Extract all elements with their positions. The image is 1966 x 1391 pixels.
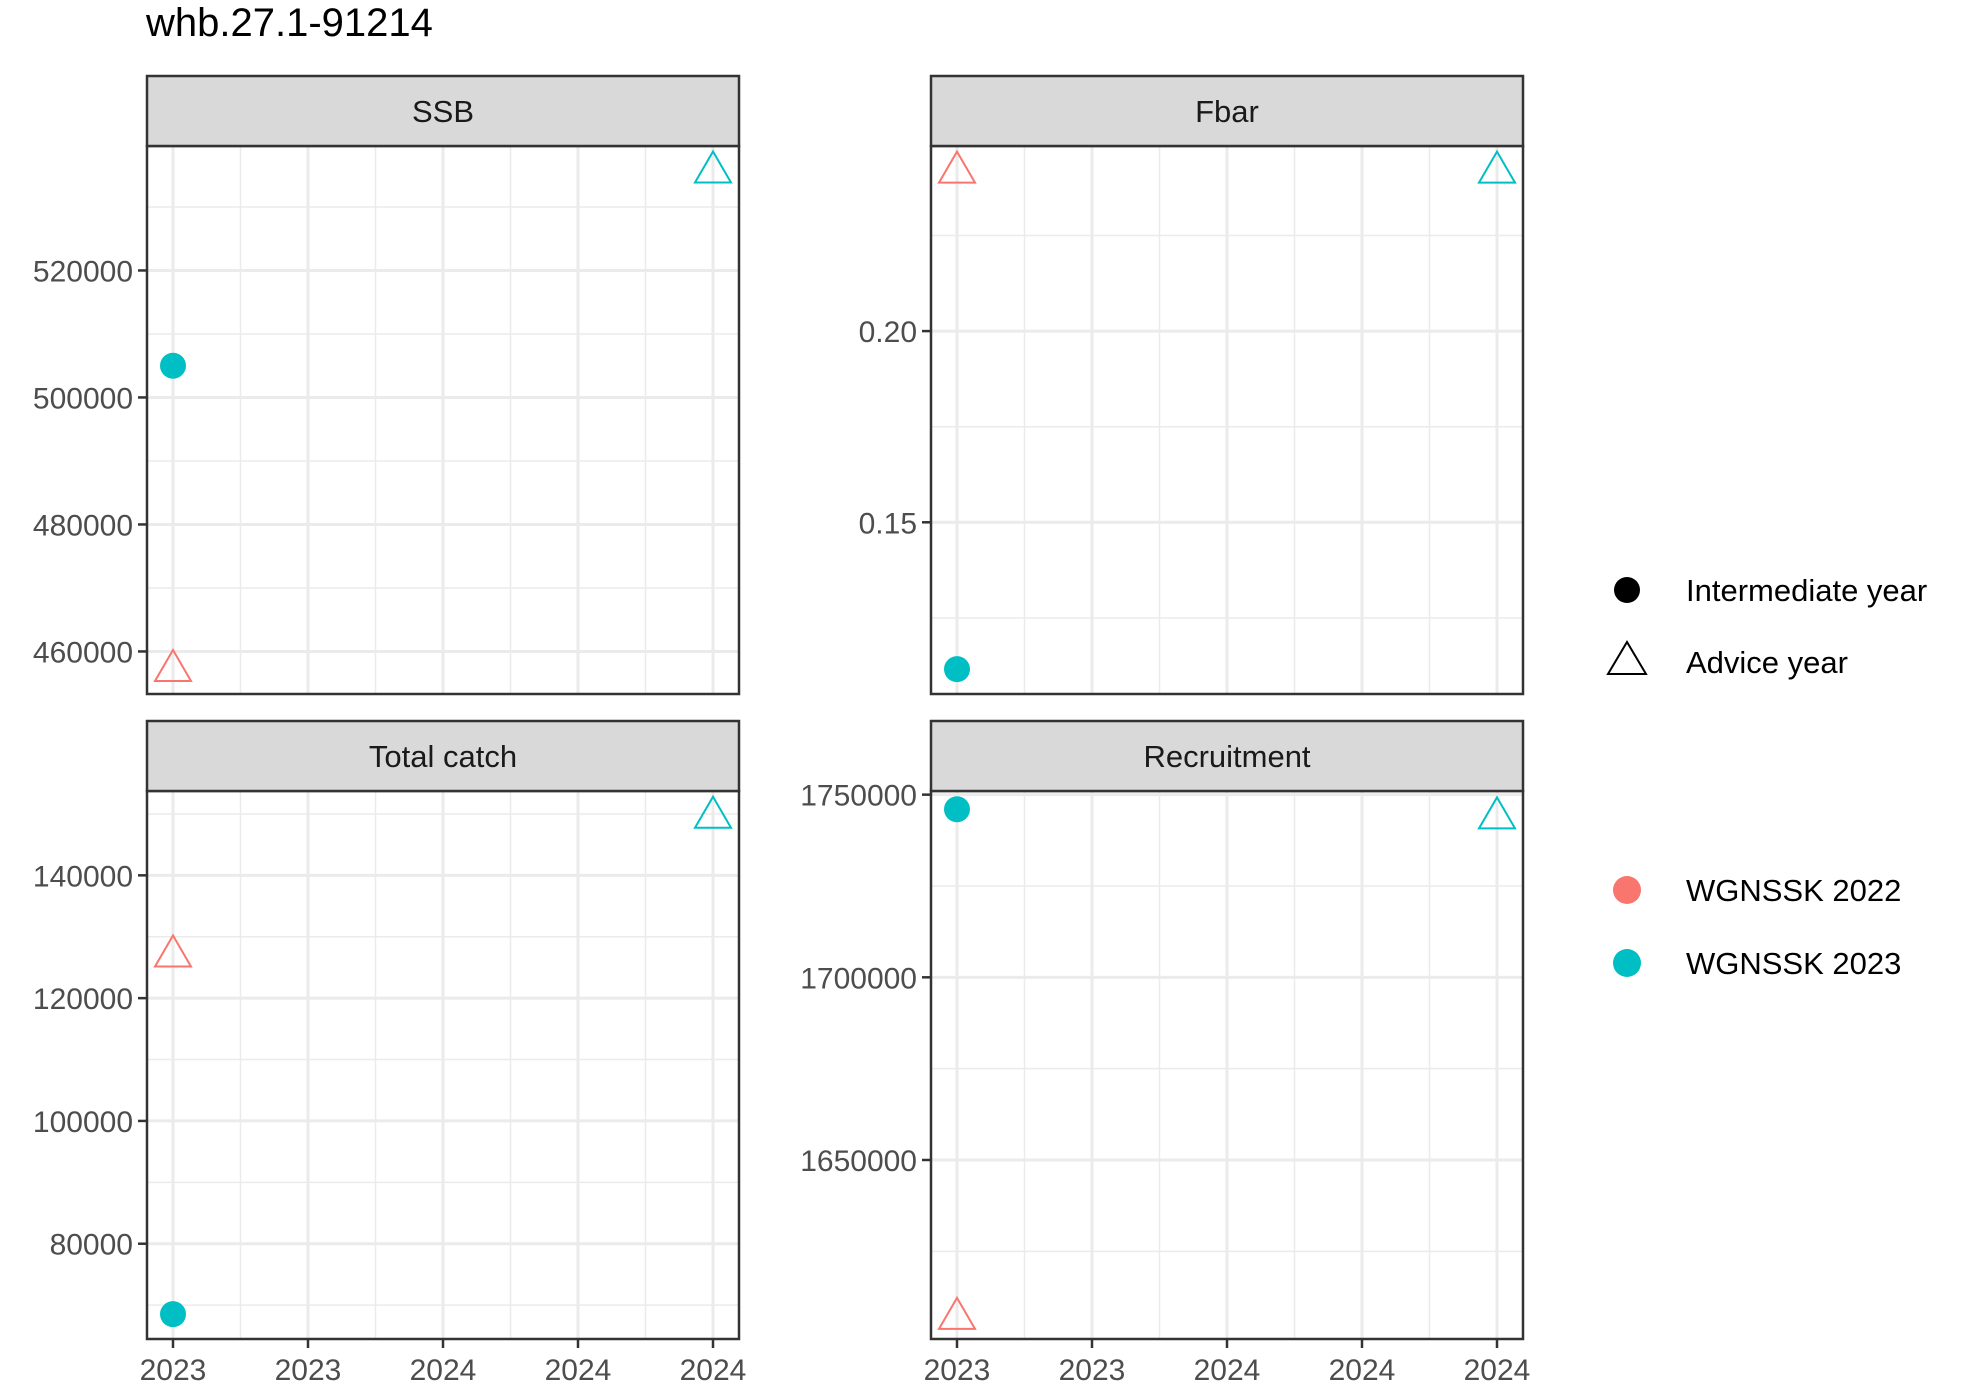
legend-label: Intermediate year: [1686, 573, 1927, 608]
y-tick-label: 460000: [33, 636, 133, 669]
filled-circle-icon: [1614, 577, 1640, 603]
x-tick-label: 2023: [275, 1354, 342, 1387]
y-tick-label: 480000: [33, 509, 133, 542]
grid: [931, 791, 1523, 1339]
y-tick-label: 1750000: [800, 780, 917, 813]
point-wgnssk-2023-advice-year: [693, 149, 733, 184]
y-tick-label: 500000: [33, 382, 133, 415]
x-axis: 2023 2023 2024 2024 2024: [924, 1339, 1531, 1387]
strip-background: [929, 74, 1525, 148]
point-wgnssk-2023-intermediate-year: [944, 656, 970, 683]
x-axis: 2023 2023 2024 2024 2024: [140, 1339, 747, 1387]
panel-fbar: Fbar 0.15 0.20: [859, 74, 1525, 696]
y-tick-label: 1700000: [800, 962, 917, 995]
grid: [931, 146, 1523, 694]
x-tick-label: 2024: [545, 1354, 612, 1387]
x-tick-label: 2024: [680, 1354, 747, 1387]
open-triangle-icon: [1606, 640, 1648, 675]
point-wgnssk-2022-advice-year: [937, 1295, 977, 1330]
x-tick-label: 2023: [924, 1354, 991, 1387]
grid: [147, 146, 739, 694]
legend-item-wgnssk-2022: WGNSSK 2022: [1613, 873, 1901, 908]
strip-label: SSB: [412, 94, 474, 129]
color-swatch-icon: [1613, 949, 1641, 977]
y-tick-label: 0.20: [859, 316, 917, 349]
point-wgnssk-2023-intermediate-year: [944, 796, 970, 823]
data-points: [937, 795, 1517, 1330]
point-wgnssk-2023-advice-year: [1477, 795, 1517, 830]
strip-background: [929, 719, 1525, 793]
legend-color: WGNSSK 2022 WGNSSK 2023: [1613, 873, 1901, 981]
y-axis: 80000 100000 120000 140000: [33, 860, 147, 1262]
legend-label: Advice year: [1686, 645, 1848, 680]
x-tick-label: 2024: [1329, 1354, 1396, 1387]
x-tick-label: 2023: [1059, 1354, 1126, 1387]
point-wgnssk-2022-advice-year: [153, 648, 193, 683]
x-tick-label: 2024: [410, 1354, 477, 1387]
data-points: [153, 149, 733, 683]
strip-label: Recruitment: [1143, 739, 1310, 774]
color-swatch-icon: [1613, 876, 1641, 904]
y-tick-label: 1650000: [800, 1145, 917, 1178]
x-tick-label: 2024: [1194, 1354, 1261, 1387]
y-tick-label: 80000: [50, 1229, 133, 1262]
y-axis: 460000 480000 500000 520000: [33, 255, 147, 669]
legend-shape: Intermediate year Advice year: [1606, 573, 1927, 680]
y-axis: 1650000 1700000 1750000: [800, 780, 931, 1178]
point-wgnssk-2022-advice-year: [937, 149, 977, 184]
legend-item-intermediate-year: Intermediate year: [1614, 573, 1927, 608]
point-wgnssk-2022-advice-year: [153, 933, 193, 968]
y-tick-label: 520000: [33, 255, 133, 288]
point-wgnssk-2023-intermediate-year: [160, 1301, 186, 1328]
y-tick-label: 140000: [33, 860, 133, 893]
data-points: [937, 149, 1517, 683]
strip-background: [145, 719, 741, 793]
x-tick-label: 2024: [1464, 1354, 1531, 1387]
figure-title: whb.27.1-91214: [145, 1, 433, 45]
y-axis: 0.15 0.20: [859, 316, 931, 540]
x-tick-label: 2023: [140, 1354, 207, 1387]
point-wgnssk-2023-advice-year: [693, 794, 733, 829]
strip-label: Total catch: [369, 739, 517, 774]
strip-background: [145, 74, 741, 148]
y-tick-label: 120000: [33, 983, 133, 1016]
y-tick-label: 0.15: [859, 507, 917, 540]
legend-label: WGNSSK 2023: [1686, 946, 1901, 981]
data-points: [153, 794, 733, 1328]
facet-panels: SSB 460000 480000 500000 520000 Fbar 0.15 0.20 T…: [33, 74, 1531, 1387]
y-tick-label: 100000: [33, 1106, 133, 1139]
legend-item-wgnssk-2023: WGNSSK 2023: [1613, 946, 1901, 981]
strip-label: Fbar: [1195, 94, 1259, 129]
point-wgnssk-2023-advice-year: [1477, 149, 1517, 184]
legend-label: WGNSSK 2022: [1686, 873, 1901, 908]
point-wgnssk-2023-intermediate-year: [160, 352, 186, 379]
legend-item-advice-year: Advice year: [1606, 640, 1848, 680]
grid: [147, 791, 739, 1339]
panel-ssb: SSB 460000 480000 500000 520000: [33, 74, 741, 696]
